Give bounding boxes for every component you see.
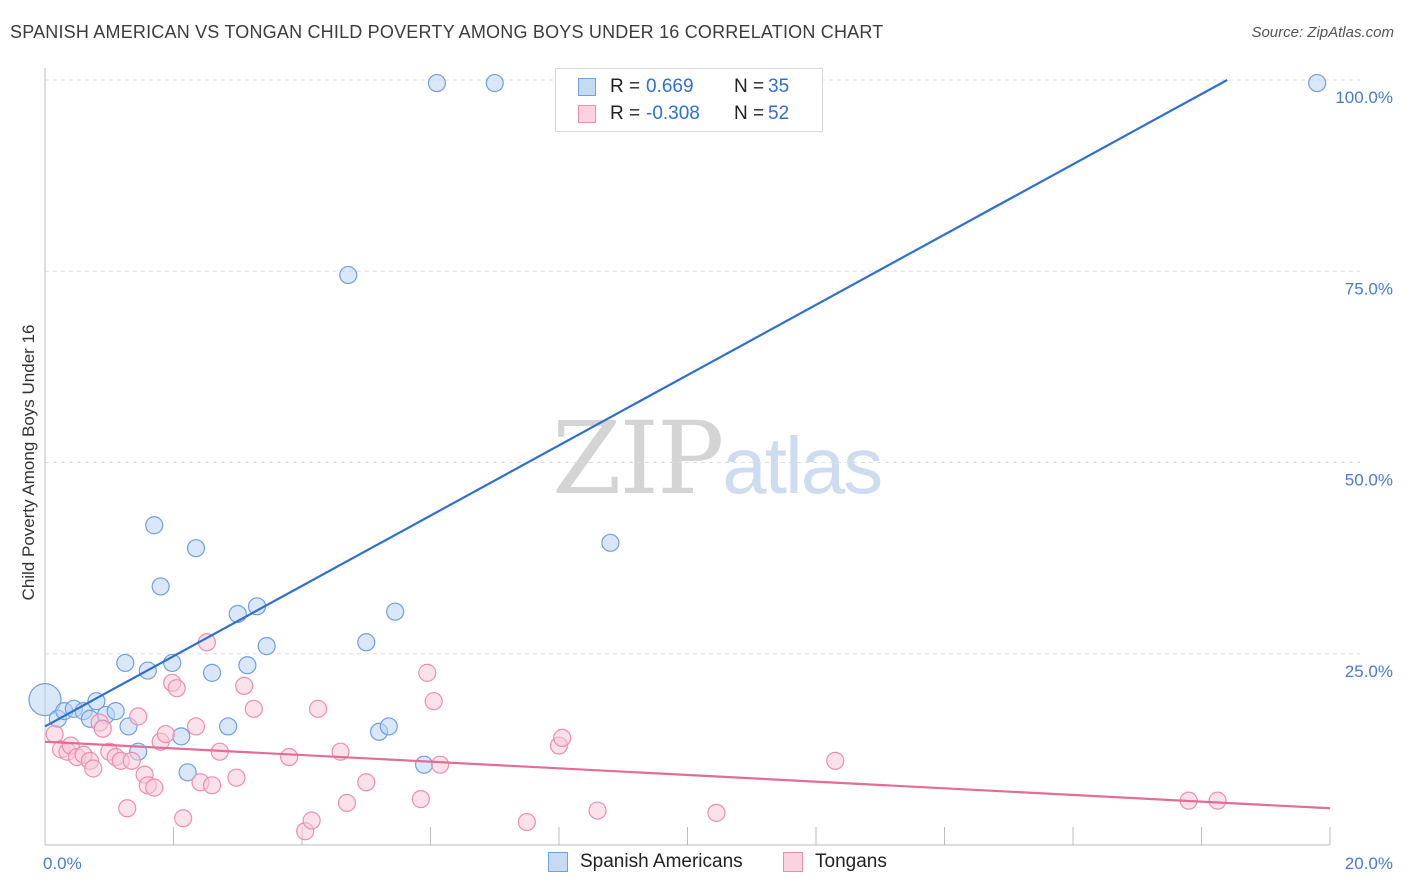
tongan-point <box>167 679 186 698</box>
watermark-atlas: atlas <box>722 421 883 510</box>
spanish-american-point <box>1308 73 1327 93</box>
spanish-american-point <box>202 663 222 682</box>
spanish-american-trend-line <box>44 79 1228 728</box>
legend-swatch-tongans <box>783 852 803 872</box>
y-tick-label: 25.0% <box>1345 662 1393 681</box>
legend-swatch-spanish-americans <box>578 78 596 96</box>
tongan-point <box>93 719 112 738</box>
spanish-american-point <box>151 577 170 596</box>
tongan-point <box>227 768 246 787</box>
tongan-point <box>1208 791 1227 810</box>
tongan-point <box>129 707 148 726</box>
spanish-american-point <box>601 533 620 552</box>
spanish-american-point <box>357 633 376 652</box>
legend-row-tongans: R = -0.308 N = 52 <box>578 101 789 127</box>
spanish-american-point <box>106 702 125 721</box>
tongan-point <box>707 803 726 822</box>
legend-r-value: 0.669 <box>646 76 694 97</box>
legend-label-tongans: Tongans <box>815 851 887 872</box>
tongan-point <box>431 755 450 774</box>
tongan-point <box>84 759 103 778</box>
watermark-zip: ZIP <box>552 400 724 517</box>
tongan-trend-line <box>44 740 1331 810</box>
tongan-point <box>45 724 64 744</box>
legend-r-label: R = <box>610 103 641 124</box>
legend-label-spanish-americans: Spanish Americans <box>580 851 743 872</box>
tongan-point <box>302 811 321 830</box>
tongan-point <box>553 728 572 748</box>
legend-r-value: -0.308 <box>646 103 700 124</box>
tongan-point <box>122 751 141 770</box>
legend-item-tongans: Tongans <box>783 851 887 873</box>
spanish-american-point <box>186 539 206 558</box>
tongan-point <box>588 801 607 820</box>
series-legend: Spanish Americans Tongans <box>0 851 1406 877</box>
legend-n-value: 52 <box>768 103 790 124</box>
x-tick-label: 0.0% <box>43 854 82 873</box>
spanish-american-point <box>386 602 405 621</box>
y-tick-label: 75.0% <box>1345 279 1393 298</box>
spanish-american-point <box>172 727 191 746</box>
tongan-point <box>118 799 137 818</box>
tongan-point <box>174 809 193 828</box>
spanish-american-point <box>379 717 398 736</box>
y-tick-label: 100.0% <box>1335 88 1393 107</box>
chart-source: Source: ZipAtlas.com <box>1251 24 1394 41</box>
tongan-point <box>280 747 299 767</box>
spanish-american-point <box>485 73 504 93</box>
legend-item-spanish-americans: Spanish Americans <box>548 851 743 873</box>
tongan-point <box>826 751 845 770</box>
correlation-legend: R = 0.669 N = 35 R = -0.308 N = 52 <box>555 68 823 132</box>
tongan-point <box>244 699 263 718</box>
legend-n-label: N = <box>734 76 765 97</box>
legend-row-spanish-americans: R = 0.669 N = 35 <box>578 74 789 100</box>
spanish-american-point <box>145 516 164 535</box>
chart-title: SPANISH AMERICAN VS TONGAN CHILD POVERTY… <box>10 22 884 42</box>
spanish-american-point <box>238 656 257 675</box>
spanish-american-point <box>116 653 135 673</box>
legend-n-label: N = <box>734 103 765 124</box>
y-tick-label: 50.0% <box>1345 471 1393 490</box>
legend-swatch-spanish-americans <box>548 852 568 872</box>
tongan-point <box>411 789 430 809</box>
tongan-point <box>145 778 164 797</box>
tongan-point <box>202 776 222 795</box>
tongan-point <box>308 699 328 718</box>
spanish-american-point <box>414 755 434 774</box>
spanish-american-point <box>339 265 358 285</box>
legend-r-label: R = <box>610 76 641 97</box>
tongan-point <box>337 793 357 813</box>
tongan-point <box>156 724 175 744</box>
y-axis-title: Child Poverty Among Boys Under 16 <box>19 325 38 601</box>
legend-swatch-tongans <box>578 105 596 123</box>
spanish-american-point <box>427 73 447 93</box>
spanish-american-point <box>219 717 238 736</box>
tongan-point <box>424 692 443 711</box>
tongan-point <box>186 717 206 736</box>
spanish-american-point <box>28 683 62 717</box>
legend-n-value: 35 <box>768 76 790 97</box>
tongan-point <box>517 812 536 832</box>
watermark: ZIPatlas <box>552 400 883 517</box>
tongan-point <box>357 773 376 792</box>
tongan-point <box>418 663 437 682</box>
tongan-point <box>235 676 254 695</box>
spanish-american-point <box>257 636 276 656</box>
spanish-american-point <box>178 763 197 782</box>
x-tick-label: 20.0% <box>1345 854 1393 873</box>
